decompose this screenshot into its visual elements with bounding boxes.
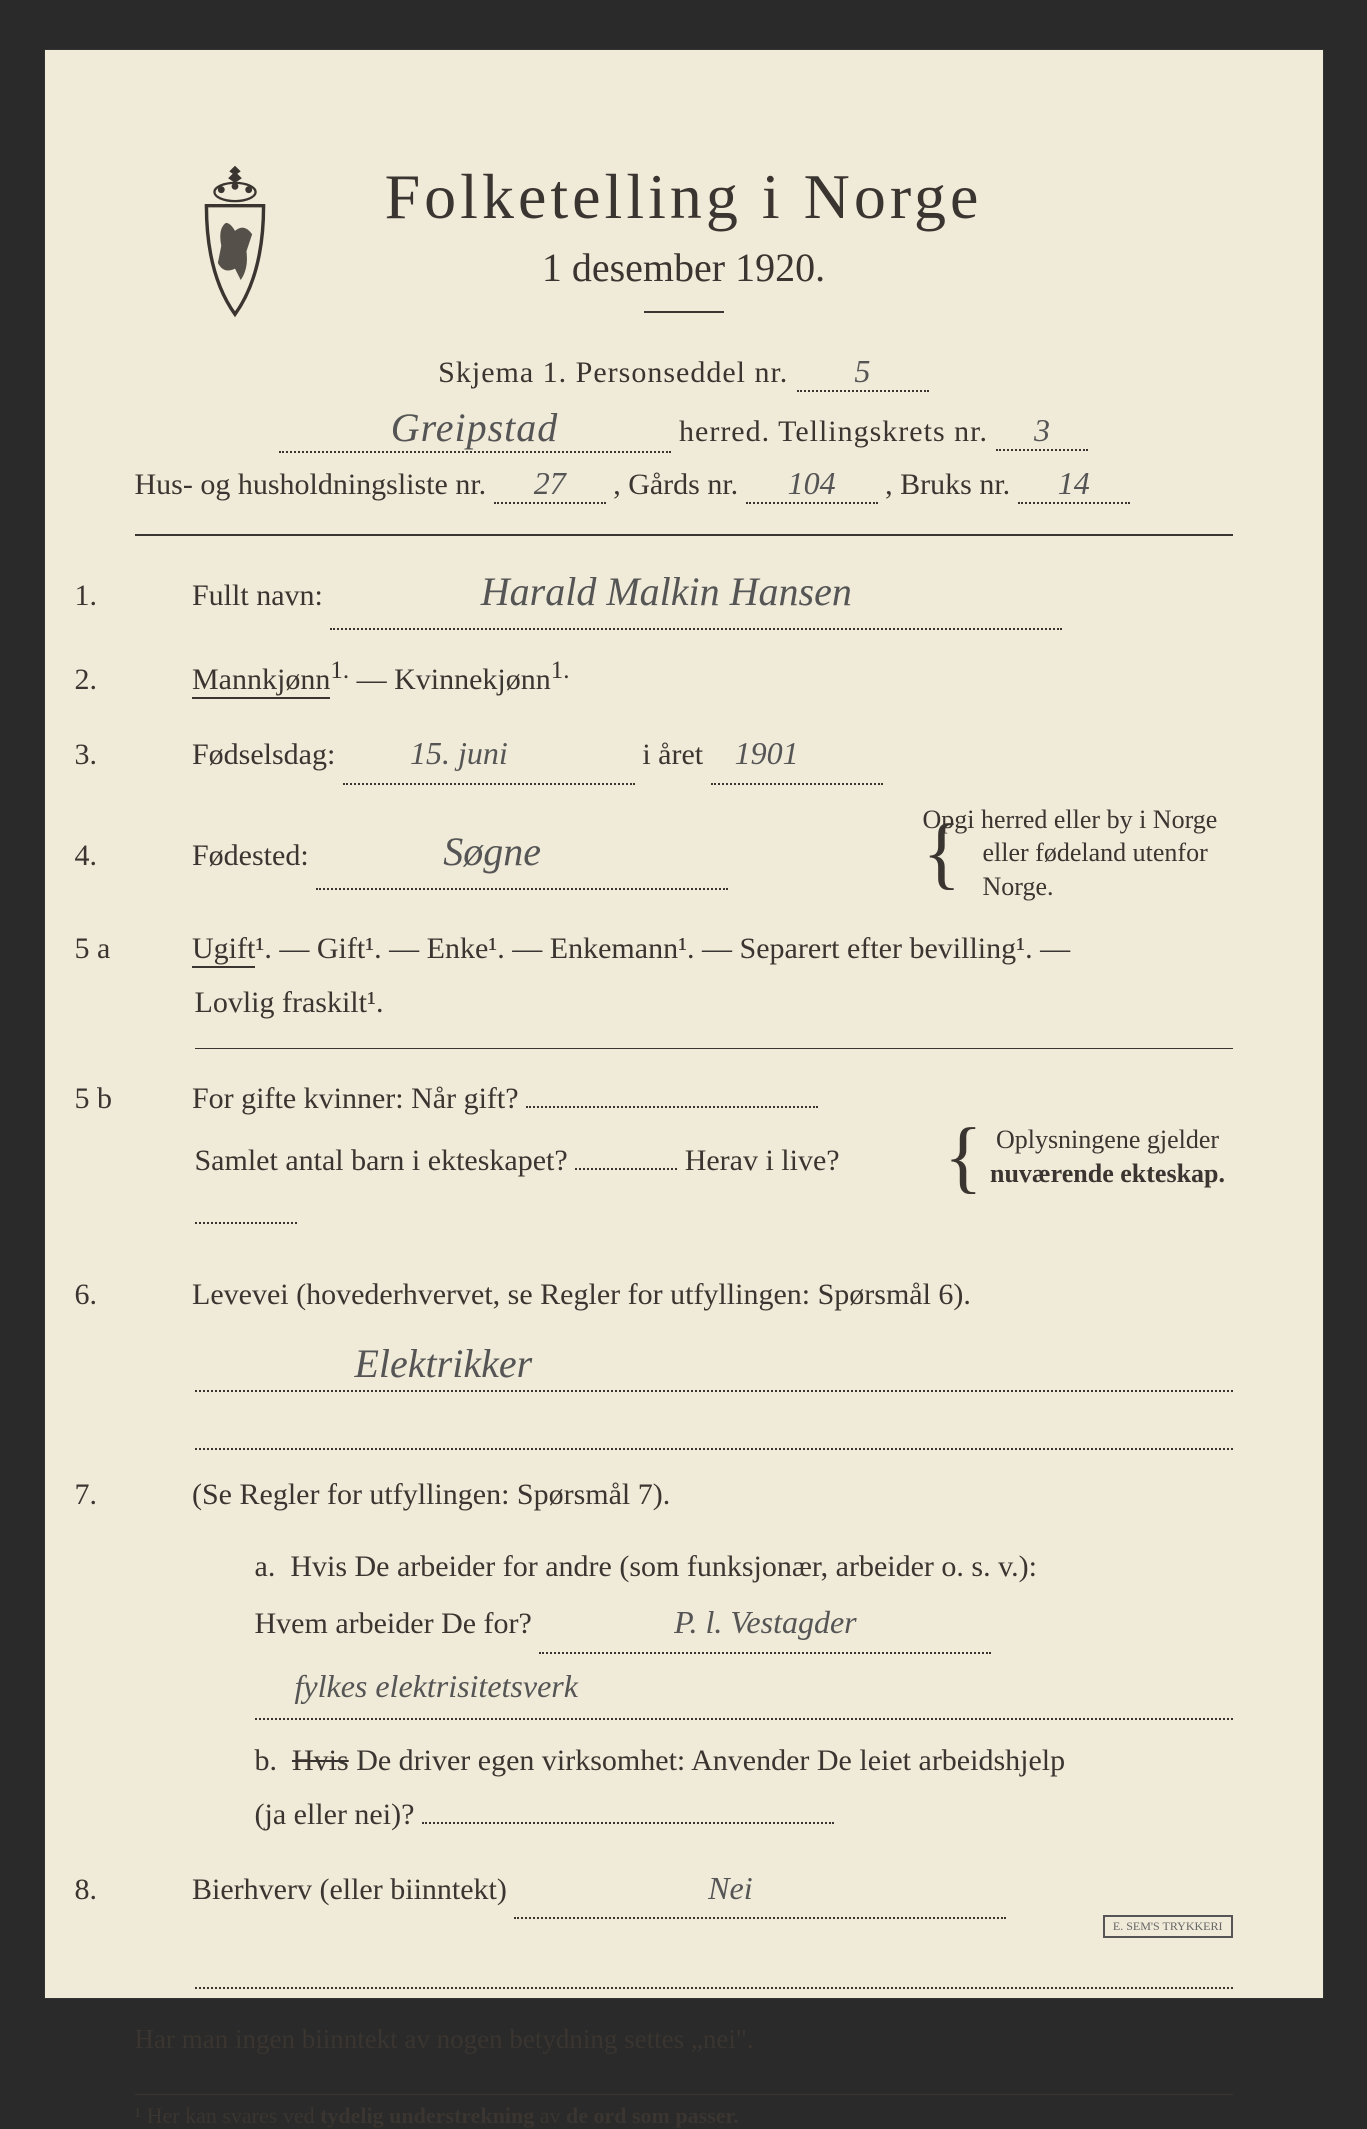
- q5b-l2a: Samlet antal barn i ekteskapet?: [195, 1144, 568, 1177]
- meta-herred: Greipstad herred. Tellingskrets nr. 3: [135, 404, 1233, 453]
- footer-note: Har man ingen biinntekt av nogen betydni…: [135, 2015, 1233, 2064]
- q7a-row: a. Hvis De arbeider for andre (som funks…: [255, 1540, 1233, 1654]
- q3-num: 3.: [135, 728, 185, 782]
- birthyear-field[interactable]: 1901: [711, 725, 883, 785]
- tellingskrets-field[interactable]: 3: [996, 412, 1088, 451]
- q8-num: 8.: [135, 1863, 185, 1917]
- q2-sup2: 1.: [551, 657, 570, 684]
- form-title: Folketelling i Norge: [135, 160, 1233, 234]
- q3-row: 3. Fødselsdag: 15. juni i året 1901: [135, 725, 1233, 785]
- bruks-label: , Bruks nr.: [885, 468, 1010, 501]
- q2-male[interactable]: Mannkjønn: [192, 663, 330, 699]
- birthday-field[interactable]: 15. juni: [343, 725, 635, 785]
- bierhverv-field[interactable]: Nei: [514, 1860, 1006, 1920]
- q6-label: Levevei (hovederhvervet, se Regler for u…: [192, 1278, 971, 1311]
- q7b-l1: De driver egen virksomhet: Anvender De l…: [356, 1744, 1065, 1777]
- occupation-value: Elektrikker: [355, 1341, 533, 1386]
- q4-sidenote: Opgi herred eller by i Norge eller fødel…: [983, 803, 1233, 904]
- skjema-label: Skjema 1. Personseddel nr.: [438, 356, 788, 389]
- children-total-field[interactable]: [575, 1168, 677, 1170]
- q5a-row: 5 a Ugift¹. — Gift¹. — Enke¹. — Enkemann…: [135, 922, 1233, 1030]
- q7b-label: b.: [255, 1744, 278, 1777]
- q1-label: Fullt navn:: [192, 579, 323, 612]
- hus-nr-field[interactable]: 27: [494, 465, 606, 504]
- hired-help-field[interactable]: [422, 1822, 834, 1824]
- fullname-field[interactable]: Harald Malkin Hansen: [330, 556, 1062, 630]
- q6-field-line2[interactable]: [195, 1398, 1233, 1450]
- census-form-page: Folketelling i Norge 1 desember 1920. Sk…: [44, 49, 1324, 1999]
- hus-label: Hus- og husholdningsliste nr.: [135, 468, 487, 501]
- q5a-num: 5 a: [135, 922, 185, 976]
- q5b-num: 5 b: [135, 1072, 185, 1126]
- q1-num: 1.: [135, 569, 185, 623]
- employer-field-2[interactable]: fylkes elektrisitetsverk: [255, 1668, 1233, 1720]
- q2-num: 2.: [135, 653, 185, 707]
- employer-field-1[interactable]: P. l. Vestagder: [539, 1594, 991, 1654]
- form-date: 1 desember 1920.: [135, 244, 1233, 291]
- herred-label: herred. Tellingskrets nr.: [679, 415, 988, 448]
- employer-value-2: fylkes elektrisitetsverk: [295, 1668, 578, 1704]
- q2-female[interactable]: Kvinnekjønn: [394, 663, 551, 696]
- q5b-l1: For gifte kvinner: Når gift?: [192, 1082, 519, 1115]
- q1-row: 1. Fullt navn: Harald Malkin Hansen: [135, 556, 1233, 630]
- q2-sup1: 1.: [330, 657, 349, 684]
- q7b-l2: (ja eller nei)?: [255, 1798, 415, 1831]
- meta-hus: Hus- og husholdningsliste nr. 27 , Gårds…: [135, 465, 1233, 504]
- q7a-l1: Hvis De arbeider for andre (som funksjon…: [290, 1550, 1037, 1583]
- q4-row: 4. Fødested: Søgne { Opgi herred eller b…: [135, 803, 1233, 904]
- q7a-l2: Hvem arbeider De for?: [255, 1607, 532, 1640]
- children-alive-field[interactable]: [195, 1222, 297, 1224]
- personseddel-nr-field[interactable]: 5: [797, 353, 929, 392]
- meta-skjema: Skjema 1. Personseddel nr. 5: [135, 353, 1233, 392]
- q7-row: 7. (Se Regler for utfyllingen: Spørsmål …: [135, 1468, 1233, 1522]
- title-rule: [644, 311, 724, 313]
- q7b-struck: Hvis: [292, 1744, 349, 1777]
- q2-row: 2. Mannkjønn1. — Kvinnekjønn1.: [135, 648, 1233, 707]
- footnote: ¹ Her kan svares ved tydelig understrekn…: [135, 2094, 1233, 2129]
- q8-field-line2[interactable]: [195, 1937, 1233, 1989]
- footnote-marker: ¹: [135, 2103, 142, 2128]
- birthplace-field[interactable]: Søgne: [316, 816, 728, 890]
- q5b-sidenote: Oplysningene gjelder nuværende ekteskap.: [983, 1123, 1233, 1191]
- q7a-label: a.: [255, 1550, 276, 1583]
- q2-sep: —: [357, 663, 395, 696]
- gards-nr-field[interactable]: 104: [746, 465, 878, 504]
- q4-num: 4.: [135, 829, 185, 883]
- marriage-year-field[interactable]: [526, 1106, 818, 1108]
- q5b-row: 5 b For gifte kvinner: Når gift? Samlet …: [135, 1064, 1233, 1250]
- q7-label: (Se Regler for utfyllingen: Spørsmål 7).: [192, 1478, 670, 1511]
- q3-label: Fødselsdag:: [192, 738, 335, 771]
- q6-row: 6. Levevei (hovederhvervet, se Regler fo…: [135, 1268, 1233, 1322]
- q6-num: 6.: [135, 1268, 185, 1322]
- q8-row: 8. Bierhverv (eller biinntekt) Nei: [135, 1860, 1233, 1920]
- q3-year-label: i året: [642, 738, 703, 771]
- bruks-nr-field[interactable]: 14: [1018, 465, 1130, 504]
- q4-label: Fødested:: [192, 839, 309, 872]
- section-divider: [135, 534, 1233, 536]
- herred-field[interactable]: Greipstad: [279, 404, 671, 453]
- coat-of-arms-icon: [175, 160, 295, 320]
- q5-divider: [195, 1048, 1233, 1049]
- q5a-ugift[interactable]: Ugift: [192, 932, 255, 968]
- q6-field-line1[interactable]: Elektrikker: [195, 1340, 1233, 1392]
- brace-icon-2: {: [944, 1137, 982, 1177]
- q5b-l2b: Herav i live?: [685, 1144, 840, 1177]
- form-header: Folketelling i Norge 1 desember 1920.: [135, 160, 1233, 313]
- printer-stamp: E. SEM'S TRYKKERI: [1103, 1915, 1233, 1938]
- gards-label: , Gårds nr.: [613, 468, 738, 501]
- q8-label: Bierhverv (eller biinntekt): [192, 1873, 507, 1906]
- q7b-row: b. Hvis De driver egen virksomhet: Anven…: [255, 1734, 1233, 1842]
- q7-num: 7.: [135, 1468, 185, 1522]
- q5a-line2: Lovlig fraskilt¹.: [195, 986, 384, 1019]
